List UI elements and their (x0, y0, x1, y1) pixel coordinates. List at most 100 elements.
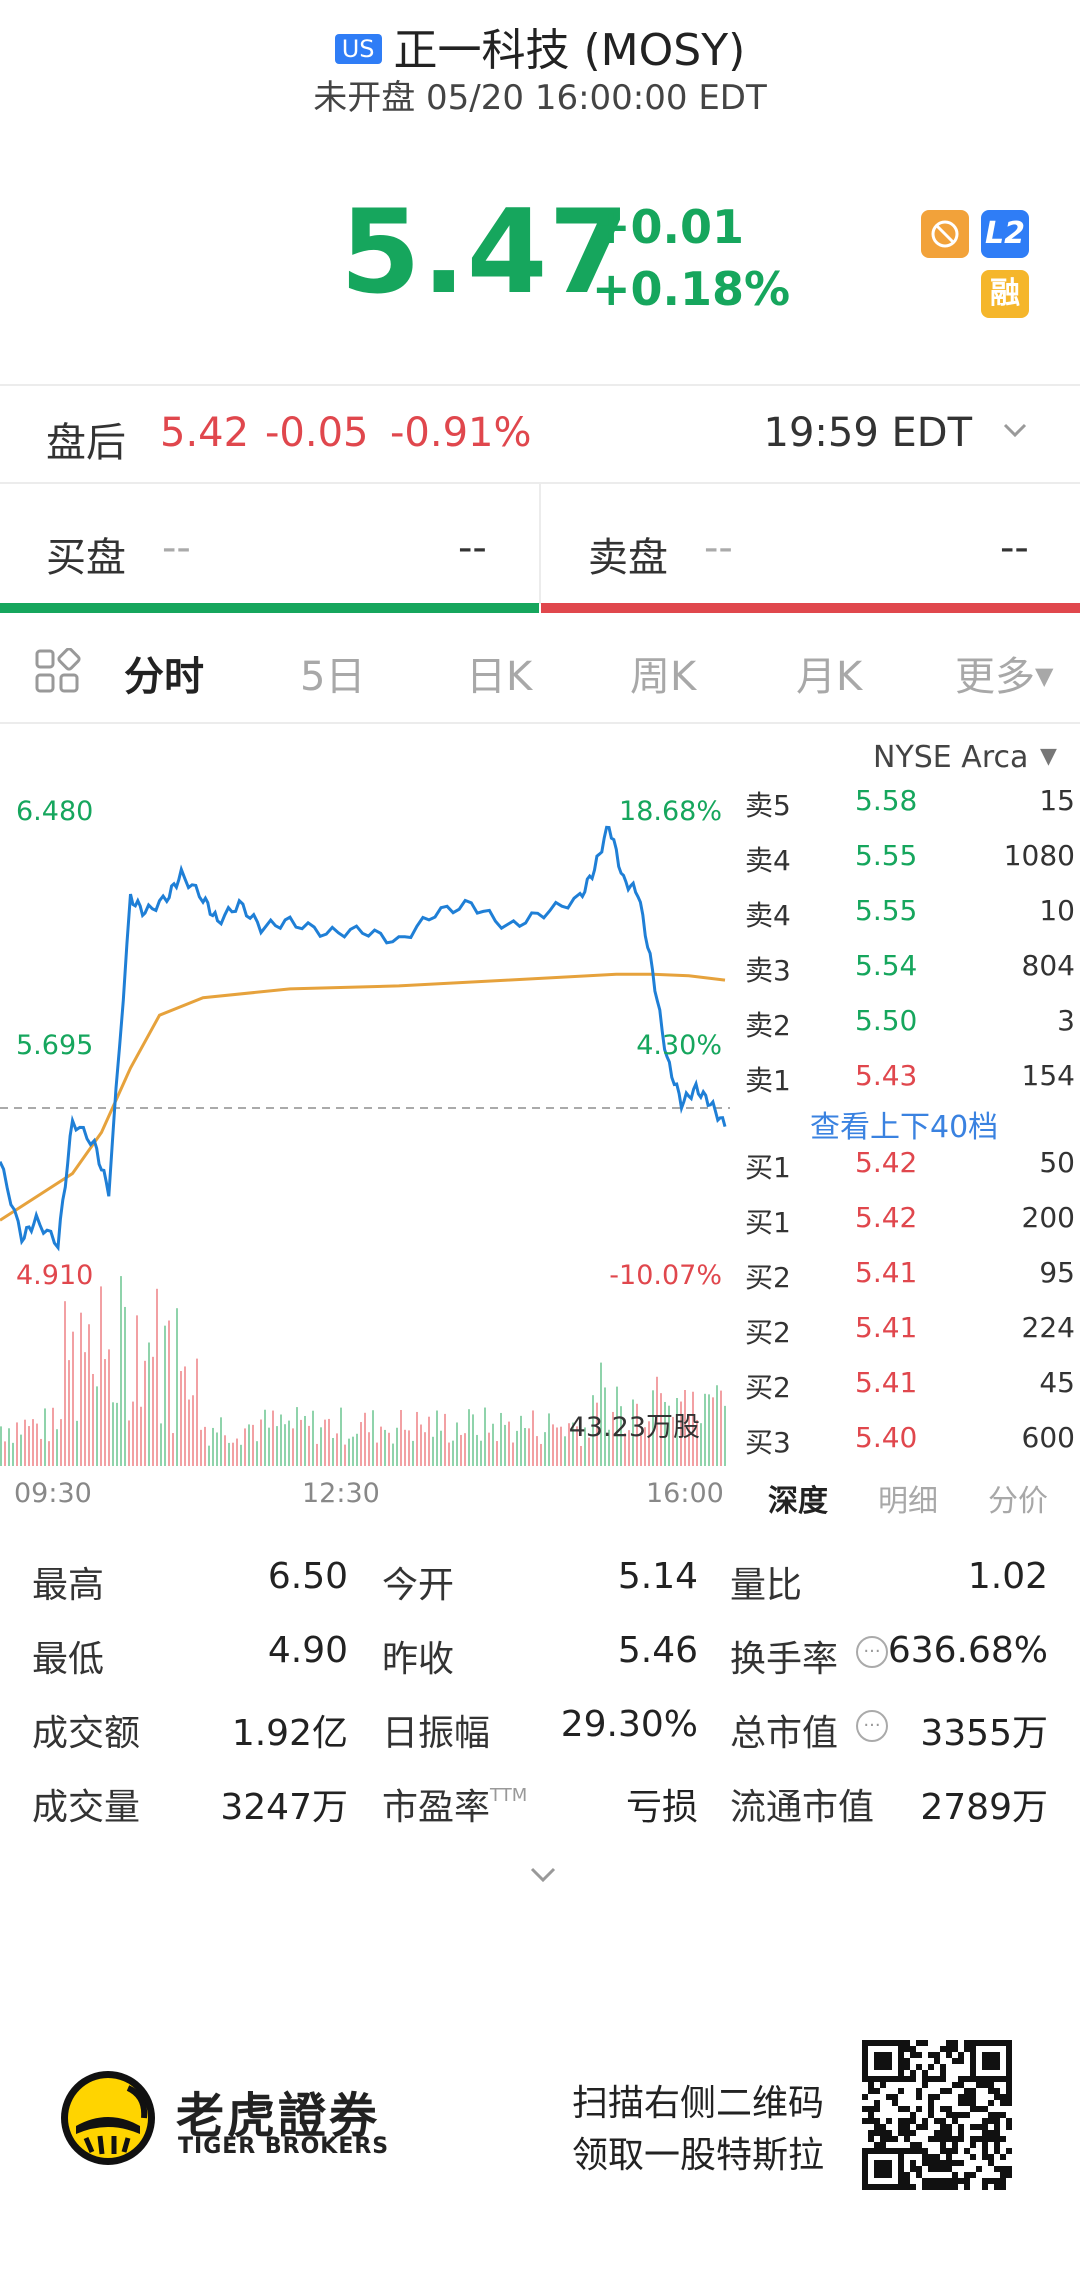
volume-bar (660, 1393, 662, 1466)
intraday-chart[interactable]: 6.480 5.695 4.910 18.68% 4.30% -10.07% 4… (0, 770, 730, 1476)
bid-level-size: 95 (1039, 1256, 1075, 1289)
price-line (0, 825, 727, 1252)
volume-bar (580, 1445, 582, 1466)
volume-bar (220, 1417, 222, 1466)
info-icon[interactable]: ··· (856, 1636, 888, 1668)
grid-icon[interactable] (34, 647, 82, 696)
bid-strength-bar (0, 603, 539, 613)
volume-bar (424, 1432, 426, 1466)
tab-monthly-k[interactable]: 月K (796, 654, 863, 700)
brand-name-cn: 老虎證券 (176, 2088, 381, 2144)
volume-bar (408, 1430, 410, 1466)
chevron-down-icon[interactable] (1000, 414, 1030, 454)
margin-badge[interactable]: 融 (981, 270, 1029, 318)
ask-label: 卖盘 (588, 535, 668, 581)
promo-line-1: 扫描右侧二维码 (572, 2083, 825, 2124)
volume-bar (340, 1407, 342, 1466)
volume-bar (664, 1401, 666, 1466)
exchange-selector[interactable]: NYSE Arca (873, 740, 1029, 775)
volume-bar (700, 1423, 702, 1466)
price-change: +0.01 (592, 200, 745, 254)
bid-level-size: 224 (1021, 1311, 1075, 1344)
ask-level-price: 5.50 (855, 1004, 918, 1037)
volume-bar (388, 1432, 390, 1466)
stat-low-value: 4.90 (267, 1630, 348, 1671)
stat-open-value: 5.14 (617, 1556, 698, 1597)
volume-bar (212, 1427, 214, 1466)
volume-bar (472, 1414, 474, 1466)
view-40-levels-link[interactable]: 查看上下40档 (810, 1110, 999, 1145)
tab-daily-k[interactable]: 日K (466, 654, 533, 700)
tab-trade-detail[interactable]: 明细 (878, 1484, 938, 1519)
volume-bar (712, 1397, 714, 1466)
volume-bar (232, 1442, 234, 1466)
tab-weekly-k[interactable]: 周K (630, 654, 697, 700)
pdt-icon[interactable] (921, 210, 969, 258)
stat-market-cap-value: 3355万 (920, 1713, 1048, 1754)
volume-bar (716, 1385, 718, 1466)
volume-bar (248, 1424, 250, 1466)
tab-intraday[interactable]: 分时 (124, 654, 204, 700)
volume-bar (164, 1325, 166, 1466)
stock-name: 正一科技 (MOSY) (393, 25, 746, 76)
volume-bar (636, 1403, 638, 1466)
volume-bar (360, 1422, 362, 1466)
bid-level-side: 买2 (745, 1261, 791, 1294)
volume-bar (696, 1419, 698, 1466)
bid-level-row: 买1 5.42 50 (745, 1146, 1075, 1186)
volume-bar (300, 1419, 302, 1466)
volume-bar (512, 1442, 514, 1466)
volume-bar (324, 1419, 326, 1466)
volume-bar (304, 1415, 306, 1466)
volume-bar (124, 1306, 126, 1466)
volume-bar (332, 1437, 334, 1466)
volume-bar (20, 1434, 22, 1466)
volume-bar (236, 1438, 238, 1466)
volume-bar (496, 1441, 498, 1466)
ask-level-side: 卖3 (745, 954, 791, 987)
volume-bar (456, 1422, 458, 1466)
volume-bar (148, 1342, 150, 1466)
tab-depth[interactable]: 深度 (768, 1484, 828, 1519)
chevron-down-icon[interactable] (528, 1860, 558, 1890)
after-hours-change: -0.05 (265, 410, 369, 456)
average-price-line (0, 972, 726, 1222)
volume-bar (8, 1428, 10, 1466)
y-axis-pct-low: -10.07% (609, 1260, 722, 1291)
level2-badge[interactable]: L2 (981, 210, 1029, 258)
stat-prev-close-value: 5.46 (617, 1630, 698, 1671)
bid-level-row: 买2 5.41 45 (745, 1366, 1075, 1406)
tab-5-day[interactable]: 5日 (300, 654, 366, 700)
stat-float-cap-label: 流通市值 (730, 1787, 875, 1828)
volume-bar (396, 1427, 398, 1466)
ask-level-size: 15 (1039, 784, 1075, 817)
volume-bar (180, 1371, 182, 1466)
bid-level-side: 买2 (745, 1316, 791, 1349)
tab-more[interactable]: 更多▼ (955, 644, 1053, 702)
tiger-logo (58, 2068, 158, 2168)
info-icon[interactable]: ··· (856, 1710, 888, 1742)
bid-level-row: 买2 5.41 224 (745, 1311, 1075, 1351)
volume-bar (76, 1420, 78, 1466)
caret-down-icon: ▼ (1035, 662, 1054, 690)
ask-level-row: 卖3 5.54 804 (745, 949, 1075, 989)
brand-name-en: TIGER BROKERS (178, 2134, 390, 2159)
volume-bar (704, 1393, 706, 1466)
caret-down-icon[interactable]: ▼ (1040, 744, 1057, 769)
volume-bar (328, 1418, 330, 1466)
volume-bar (88, 1324, 90, 1466)
volume-bar (416, 1411, 418, 1466)
tab-price-distribution[interactable]: 分价 (988, 1484, 1048, 1519)
ask-level-size: 10 (1039, 894, 1075, 927)
volume-bar (168, 1320, 170, 1466)
volume-bar (568, 1423, 570, 1466)
volume-label: 43.23万股 (569, 1412, 700, 1443)
volume-bar (452, 1440, 454, 1466)
after-hours-time[interactable]: 19:59 EDT (763, 410, 973, 456)
volume-bar (48, 1441, 50, 1466)
price-change-percent: +0.18% (592, 262, 791, 316)
volume-bar (420, 1424, 422, 1466)
volume-bar (368, 1432, 370, 1466)
volume-bar (160, 1423, 162, 1466)
volume-bar (608, 1429, 610, 1466)
